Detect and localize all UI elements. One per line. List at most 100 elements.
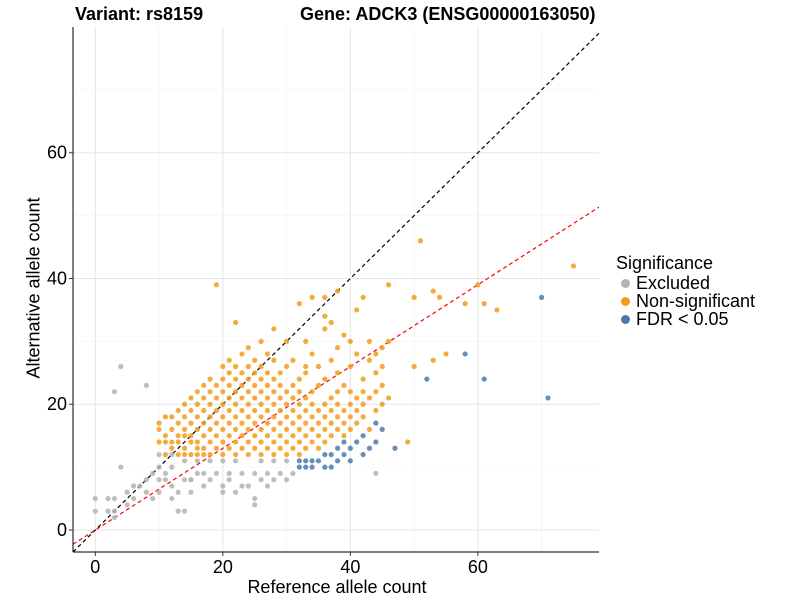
point-non-significant	[258, 414, 264, 420]
point-non-significant	[245, 401, 251, 407]
point-excluded	[220, 458, 226, 464]
point-non-significant	[334, 426, 341, 432]
point-non-significant	[315, 363, 322, 370]
point-non-significant	[271, 376, 277, 382]
point-non-significant	[156, 426, 162, 432]
point-non-significant	[328, 407, 334, 414]
point-non-significant	[303, 370, 309, 376]
point-non-significant	[309, 426, 315, 432]
point-non-significant	[245, 451, 251, 458]
point-non-significant	[207, 389, 213, 395]
point-non-significant	[188, 451, 194, 458]
point-non-significant	[232, 401, 239, 407]
point-non-significant	[277, 407, 283, 414]
point-non-significant	[309, 351, 315, 357]
point-non-significant	[220, 401, 226, 407]
point-non-significant	[220, 414, 226, 420]
point-non-significant	[258, 338, 264, 344]
point-non-significant	[373, 351, 379, 357]
point-non-significant	[309, 294, 315, 300]
point-fdr-0-05	[539, 294, 545, 300]
point-excluded	[252, 495, 258, 502]
point-non-significant	[296, 426, 302, 432]
point-non-significant	[309, 401, 315, 407]
point-non-significant	[271, 389, 277, 395]
point-non-significant	[315, 407, 322, 414]
point-non-significant	[283, 363, 290, 370]
point-fdr-0-05	[360, 433, 366, 439]
point-excluded	[105, 508, 111, 514]
point-non-significant	[194, 439, 200, 445]
point-excluded	[169, 451, 175, 458]
point-non-significant	[373, 389, 379, 395]
point-excluded	[124, 502, 130, 508]
point-non-significant	[283, 338, 290, 344]
point-non-significant	[290, 433, 296, 439]
point-fdr-0-05	[392, 445, 398, 451]
point-non-significant	[366, 338, 373, 344]
point-fdr-0-05	[373, 439, 379, 445]
point-excluded	[150, 495, 156, 502]
point-excluded	[232, 458, 239, 464]
point-excluded	[111, 389, 118, 395]
point-non-significant	[296, 401, 302, 407]
axes: 0 20 40 60 0 20 40 60	[47, 27, 599, 577]
point-non-significant	[181, 401, 188, 407]
point-non-significant	[239, 445, 245, 451]
point-excluded	[130, 483, 137, 489]
point-non-significant	[366, 395, 373, 401]
point-non-significant	[341, 382, 347, 388]
point-excluded	[156, 477, 162, 483]
point-non-significant	[322, 376, 328, 382]
point-non-significant	[162, 433, 169, 439]
point-non-significant	[194, 401, 200, 407]
point-non-significant	[175, 439, 181, 445]
point-excluded	[271, 477, 277, 483]
point-non-significant	[239, 370, 245, 376]
point-non-significant	[232, 439, 239, 445]
point-excluded	[290, 470, 296, 477]
point-non-significant	[181, 445, 188, 451]
point-non-significant	[334, 288, 341, 294]
point-excluded	[156, 464, 162, 470]
point-non-significant	[296, 301, 302, 307]
point-non-significant	[188, 420, 194, 426]
point-non-significant	[207, 401, 213, 407]
point-fdr-0-05	[296, 458, 302, 464]
point-excluded	[162, 477, 169, 483]
point-non-significant	[239, 351, 245, 357]
point-excluded	[194, 470, 200, 477]
point-non-significant	[232, 363, 239, 370]
point-non-significant	[462, 301, 468, 307]
point-non-significant	[341, 332, 347, 338]
point-non-significant	[252, 433, 258, 439]
point-excluded	[207, 477, 213, 483]
point-non-significant	[347, 414, 353, 420]
point-non-significant	[328, 357, 334, 363]
point-non-significant	[347, 363, 353, 370]
point-non-significant	[334, 345, 341, 351]
point-excluded	[271, 458, 277, 464]
point-excluded	[245, 483, 251, 489]
point-non-significant	[239, 420, 245, 426]
point-fdr-0-05	[334, 445, 341, 451]
point-excluded	[111, 514, 118, 521]
point-non-significant	[366, 357, 373, 363]
point-non-significant	[213, 382, 220, 388]
x-tick-label: 20	[213, 557, 233, 577]
y-tick-label: 20	[47, 394, 67, 414]
point-excluded	[130, 495, 137, 502]
point-non-significant	[328, 395, 334, 401]
point-non-significant	[169, 445, 175, 451]
point-non-significant	[258, 363, 264, 370]
point-fdr-0-05	[341, 451, 347, 458]
point-non-significant	[354, 407, 360, 414]
point-non-significant	[379, 382, 385, 388]
point-non-significant	[290, 445, 296, 451]
point-non-significant	[386, 338, 392, 344]
point-non-significant	[258, 389, 264, 395]
point-non-significant	[264, 433, 271, 439]
point-excluded	[239, 483, 245, 489]
point-non-significant	[296, 389, 302, 395]
